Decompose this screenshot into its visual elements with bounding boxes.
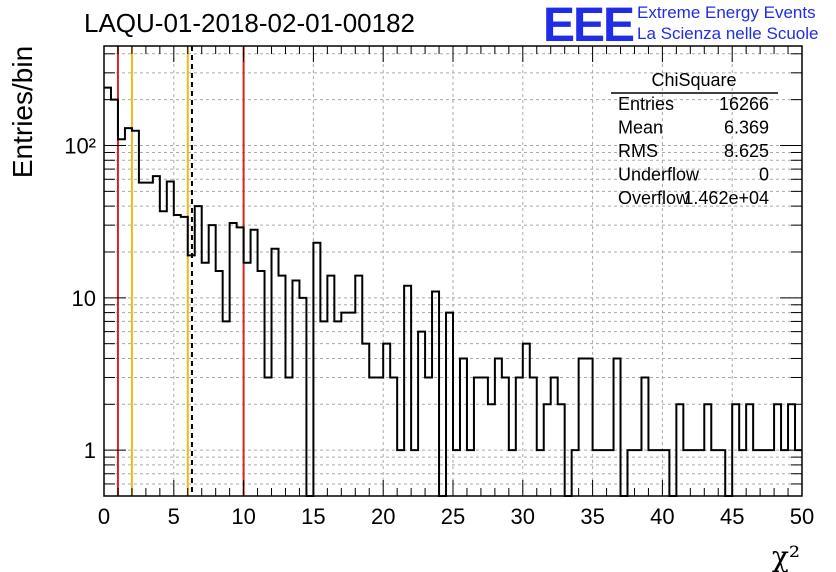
stats-row-value: 0 (759, 165, 769, 185)
axis-ticks (103, 46, 803, 497)
tick-labels: 0 5 10 15 20 25 30 35 40 45 50 1 10 10² (64, 133, 814, 529)
stats-row-label: Mean (618, 118, 663, 138)
y-tick-label: 10² (64, 133, 96, 158)
stats-box-title: ChiSquare (651, 70, 736, 90)
histogram-series (104, 86, 802, 497)
x-tick-label: 0 (98, 504, 110, 529)
y-tick-label: 10 (72, 286, 96, 311)
x-tick-label: 10 (231, 504, 255, 529)
stats-box: ChiSquare Entries 16266 Mean 6.369 RMS 8.625 U… (611, 70, 778, 208)
stats-row-label: Underflow (618, 165, 700, 185)
stats-row-label: Overflow (618, 188, 690, 208)
eee-logo: EEE (543, 0, 635, 52)
x-tick-label: 30 (511, 504, 535, 529)
x-tick-label: 15 (301, 504, 325, 529)
stats-row-label: RMS (618, 141, 658, 161)
x-tick-label: 20 (371, 504, 395, 529)
stats-row-value: 8.625 (724, 141, 769, 161)
stats-row-value: 6.369 (724, 118, 769, 138)
logo-line-2: La Scienza nelle Scuole (637, 24, 819, 43)
x-tick-label: 35 (580, 504, 604, 529)
stats-row-label: Entries (618, 94, 674, 114)
chart-title: LAQU-01-2018-02-01-00182 (84, 8, 415, 38)
stats-row-value: 1.462e+04 (683, 188, 769, 208)
x-tick-label: 5 (168, 504, 180, 529)
reference-lines (116, 46, 245, 496)
y-axis-label: Entries/bin (7, 46, 38, 178)
x-tick-label: 50 (790, 504, 814, 529)
x-tick-label: 25 (441, 504, 465, 529)
x-tick-label: 45 (720, 504, 744, 529)
x-axis-label: χ² (772, 540, 800, 572)
x-tick-label: 40 (650, 504, 674, 529)
logo-line-1: Extreme Energy Events (637, 3, 816, 22)
stats-row-value: 16266 (719, 94, 769, 114)
y-tick-label: 1 (84, 438, 96, 463)
